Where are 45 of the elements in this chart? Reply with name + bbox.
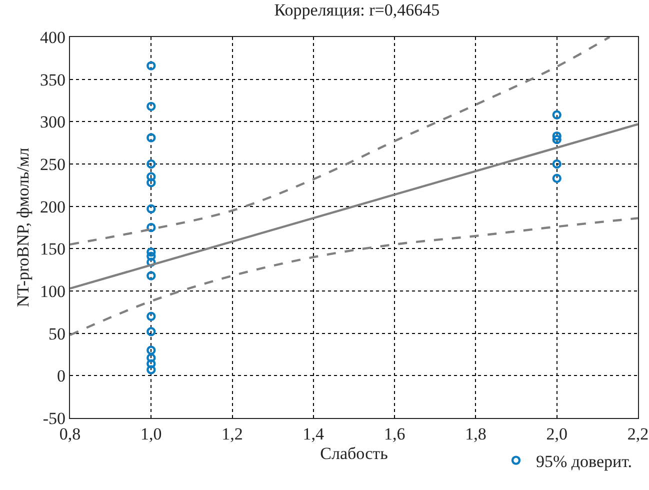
y-tick-label: 200 [40,197,66,216]
point [146,346,156,355]
x-tick-label: 1,8 [465,424,486,444]
point [146,102,156,112]
x-tick-label: 2,0 [546,424,568,444]
point [552,131,562,141]
point [146,252,156,261]
point [552,110,562,120]
y-tick-label: 250 [40,154,66,174]
line-series [70,217,638,336]
point [146,222,156,232]
line-series [70,37,611,246]
y-tick-label: 150 [40,240,66,259]
point [146,258,156,267]
point [146,312,156,321]
point [552,174,562,183]
x-tick-label: 1,4 [302,424,325,444]
point [146,204,156,214]
point [146,178,156,188]
y-axis-title: NT-proBNP, фмоль/мл [14,147,33,308]
point [146,159,156,169]
y-tick-label: 50 [48,324,66,344]
x-axis-title: Слабость [320,444,388,463]
point [146,271,156,280]
point [146,61,156,70]
y-tick-label: 0 [57,366,66,386]
point [146,359,156,368]
y-tick-label: 100 [40,282,66,301]
point [146,327,156,336]
x-tick-label: 1,2 [222,424,243,444]
point [146,365,156,374]
x-tick-label: 2,2 [627,424,649,444]
point [146,247,156,257]
y-tick-label: 300 [40,112,66,132]
point [146,172,156,182]
chart-title: Корреляция: r=0,46645 [274,0,440,20]
x-tick-label: 1,6 [384,424,406,444]
y-tick-label: 350 [40,70,66,90]
point [146,133,156,142]
y-tick-label: 400 [40,28,66,47]
point [552,134,562,144]
point [146,353,156,362]
point [552,159,562,169]
legend-label: 95% доверит. [536,452,632,471]
x-tick-label: 1,0 [140,424,162,444]
